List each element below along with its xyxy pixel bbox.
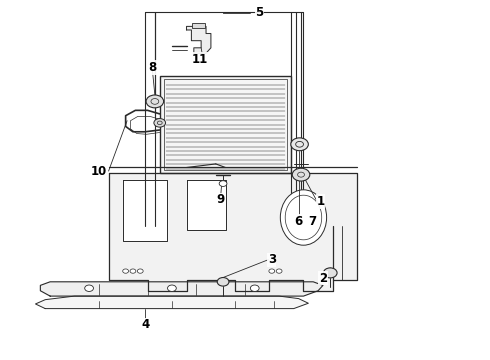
- Circle shape: [85, 285, 94, 292]
- Ellipse shape: [280, 190, 327, 245]
- Polygon shape: [35, 296, 308, 309]
- Polygon shape: [187, 180, 225, 230]
- Circle shape: [292, 168, 310, 181]
- Circle shape: [168, 285, 176, 292]
- Polygon shape: [109, 173, 357, 291]
- Circle shape: [219, 181, 227, 186]
- Circle shape: [130, 269, 136, 273]
- Circle shape: [122, 269, 128, 273]
- Circle shape: [146, 95, 164, 108]
- Bar: [164, 79, 288, 170]
- Text: 2: 2: [319, 272, 327, 285]
- Text: 7: 7: [308, 215, 317, 228]
- Polygon shape: [123, 180, 167, 241]
- Text: 1: 1: [317, 195, 324, 208]
- Circle shape: [291, 138, 308, 151]
- Text: 3: 3: [268, 253, 276, 266]
- Text: 10: 10: [91, 165, 107, 177]
- Text: 6: 6: [294, 215, 303, 228]
- Circle shape: [137, 269, 143, 273]
- Circle shape: [276, 269, 282, 273]
- Polygon shape: [40, 282, 323, 296]
- Circle shape: [269, 269, 275, 273]
- Text: 9: 9: [217, 193, 225, 206]
- Bar: [160, 76, 291, 173]
- Text: 8: 8: [148, 61, 156, 74]
- Circle shape: [323, 268, 337, 278]
- Circle shape: [217, 278, 229, 286]
- Text: 4: 4: [141, 318, 149, 331]
- Text: 5: 5: [255, 6, 264, 19]
- Text: 11: 11: [192, 53, 208, 66]
- Polygon shape: [187, 26, 211, 53]
- Circle shape: [154, 118, 166, 127]
- Bar: [193, 23, 204, 28]
- Circle shape: [250, 285, 259, 292]
